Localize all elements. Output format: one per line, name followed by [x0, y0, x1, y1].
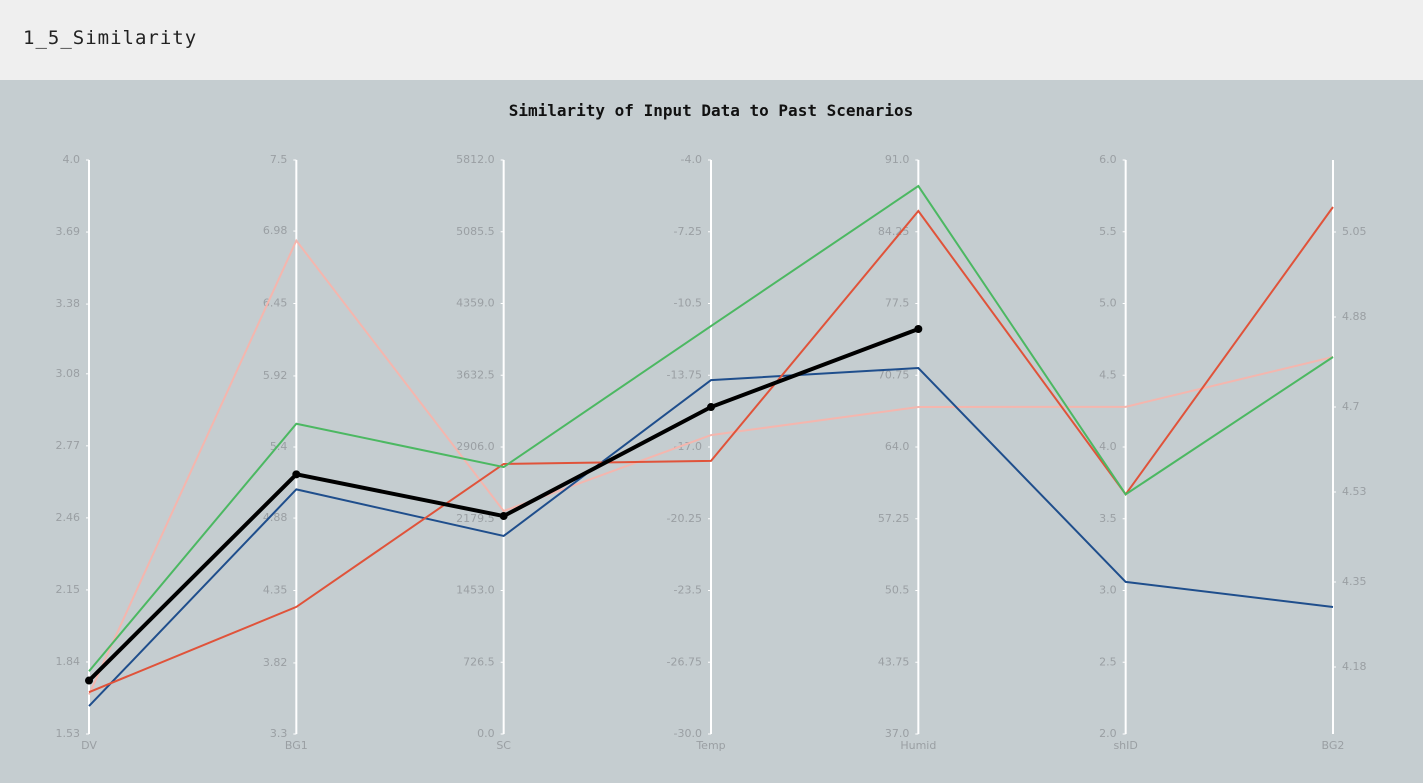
tick-label: -13.75 — [667, 368, 702, 381]
tick-label: 5812.0 — [456, 153, 495, 166]
tick-label: 4.5 — [1099, 368, 1117, 381]
header-title: 1_5_Similarity — [0, 0, 1423, 80]
series-point — [292, 470, 301, 479]
series-point — [499, 512, 508, 521]
tick-label: 726.5 — [463, 655, 495, 668]
tick-label: 1.53 — [56, 727, 81, 740]
tick-label: 64.0 — [885, 440, 910, 453]
tick-label: 4.88 — [1342, 310, 1367, 323]
tick-label: 4.0 — [1099, 440, 1117, 453]
tick-label: 5.0 — [1099, 297, 1117, 310]
tick-label: 43.75 — [878, 655, 910, 668]
tick-label: 50.5 — [885, 584, 910, 597]
tick-label: 5.92 — [263, 369, 288, 382]
tick-label: 37.0 — [885, 727, 910, 740]
tick-label: 4.35 — [263, 584, 288, 597]
tick-label: 1453.0 — [456, 584, 495, 597]
tick-label: 7.5 — [270, 153, 288, 166]
axis-label: shID — [1113, 739, 1137, 752]
tick-label: 0.0 — [477, 727, 495, 740]
tick-label: 4.0 — [63, 153, 81, 166]
tick-label: -10.5 — [674, 297, 702, 310]
chart-title: Similarity of Input Data to Past Scenari… — [509, 101, 914, 120]
tick-label: 84.25 — [878, 225, 910, 238]
tick-label: -7.25 — [674, 225, 702, 238]
series-point — [914, 325, 923, 334]
tick-label: 4.53 — [1342, 485, 1367, 498]
tick-label: 2906.0 — [456, 440, 495, 453]
tick-label: 4.88 — [263, 511, 288, 524]
tick-label: 2179.5 — [456, 512, 495, 525]
tick-label: 3.08 — [56, 367, 81, 380]
tick-label: -30.0 — [674, 727, 702, 740]
tick-label: 3.3 — [270, 727, 288, 740]
tick-label: 2.77 — [56, 439, 81, 452]
series-line — [88, 238, 1334, 695]
tick-label: 1.84 — [56, 655, 81, 668]
tick-label: 6.0 — [1099, 153, 1117, 166]
tick-label: 2.46 — [56, 511, 81, 524]
tick-label: 91.0 — [885, 153, 910, 166]
series-point — [85, 676, 93, 685]
tick-label: 3.38 — [56, 297, 81, 310]
tick-label: 2.5 — [1099, 655, 1117, 668]
tick-label: 77.5 — [885, 297, 910, 310]
axis-label: SC — [496, 739, 511, 752]
axis-label: Humid — [900, 739, 936, 752]
tick-label: 4.7 — [1342, 400, 1360, 413]
series-line — [88, 184, 1334, 672]
axis-label: BG2 — [1322, 739, 1345, 752]
tick-label: 6.98 — [263, 224, 288, 237]
tick-label: 2.15 — [56, 583, 81, 596]
tick-label: 3.0 — [1099, 584, 1117, 597]
tick-label: 5.05 — [1342, 225, 1367, 238]
tick-label: 3632.5 — [456, 368, 495, 381]
axis-label: Temp — [695, 739, 725, 752]
tick-label: 70.75 — [878, 368, 910, 381]
series-point — [707, 403, 715, 412]
axis-label: BG1 — [285, 739, 308, 752]
tick-label: 5085.5 — [456, 225, 495, 238]
tick-label: 4.18 — [1342, 660, 1367, 673]
axis-label: DV — [81, 739, 97, 752]
tick-label: -26.75 — [667, 655, 702, 668]
tick-label: 3.69 — [56, 225, 81, 238]
tick-label: 3.5 — [1099, 512, 1117, 525]
tick-label: 3.82 — [263, 656, 288, 669]
tick-label: -4.0 — [681, 153, 702, 166]
tick-label: -23.5 — [674, 584, 702, 597]
tick-label: -20.25 — [667, 512, 702, 525]
series-line — [88, 366, 1334, 707]
tick-label: 4359.0 — [456, 297, 495, 310]
tick-label: 2.0 — [1099, 727, 1117, 740]
tick-label: 57.25 — [878, 512, 910, 525]
tick-label: -17.0 — [674, 440, 702, 453]
tick-label: 5.5 — [1099, 225, 1117, 238]
chart: Similarity of Input Data to Past Scenari… — [56, 101, 1367, 752]
tick-label: 4.35 — [1342, 575, 1367, 588]
